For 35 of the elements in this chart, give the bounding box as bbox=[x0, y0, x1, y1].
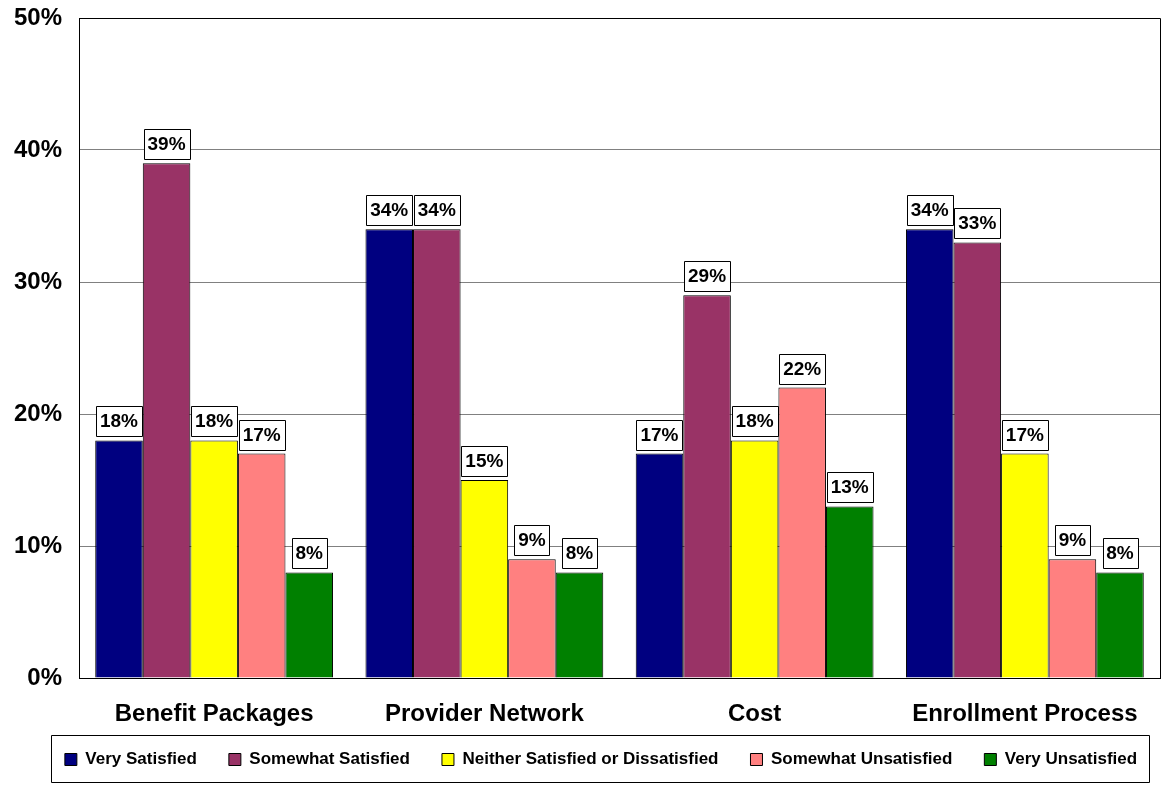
y-tick-label: 0% bbox=[27, 662, 62, 690]
data-label: 8% bbox=[1106, 542, 1134, 564]
y-tick-label: 50% bbox=[13, 2, 62, 30]
legend-label: Very Unsatisfied bbox=[1004, 749, 1138, 769]
data-label: 34% bbox=[910, 199, 949, 221]
y-tick-label: 20% bbox=[13, 398, 62, 426]
y-tick-label: 30% bbox=[13, 266, 62, 294]
data-label: 13% bbox=[830, 476, 869, 498]
y-tick-label: 10% bbox=[13, 530, 62, 558]
data-label: 8% bbox=[565, 542, 594, 564]
x-tick-label: Provider Network bbox=[385, 699, 585, 727]
data-label: 39% bbox=[147, 133, 186, 155]
legend-label: Somewhat Satisfied bbox=[249, 749, 410, 769]
data-label: 18% bbox=[99, 410, 139, 432]
data-label: 15% bbox=[465, 450, 504, 472]
data-label: 22% bbox=[783, 358, 822, 380]
data-label: 17% bbox=[1005, 424, 1044, 446]
x-tick-label: Cost bbox=[727, 699, 782, 727]
data-label: 17% bbox=[640, 424, 679, 446]
data-label: 34% bbox=[370, 199, 409, 221]
legend-label: Somewhat Unsatisfied bbox=[770, 749, 953, 769]
x-tick-label: Enrollment Process bbox=[912, 699, 1138, 727]
data-label: 33% bbox=[958, 212, 997, 234]
data-label: 18% bbox=[735, 410, 774, 432]
y-tick-label: 40% bbox=[13, 134, 62, 162]
legend-label: Very Satisfied bbox=[85, 749, 197, 769]
data-label: 8% bbox=[295, 542, 324, 564]
data-label: 9% bbox=[1058, 529, 1087, 551]
data-label: 29% bbox=[688, 265, 727, 287]
data-label: 34% bbox=[417, 199, 456, 221]
x-tick-label: Benefit Packages bbox=[114, 699, 314, 727]
data-label: 17% bbox=[242, 424, 281, 446]
data-label: 18% bbox=[195, 410, 234, 432]
data-label: 9% bbox=[518, 529, 546, 551]
legend-label: Neither Satisfied or Dissatisfied bbox=[462, 749, 719, 769]
